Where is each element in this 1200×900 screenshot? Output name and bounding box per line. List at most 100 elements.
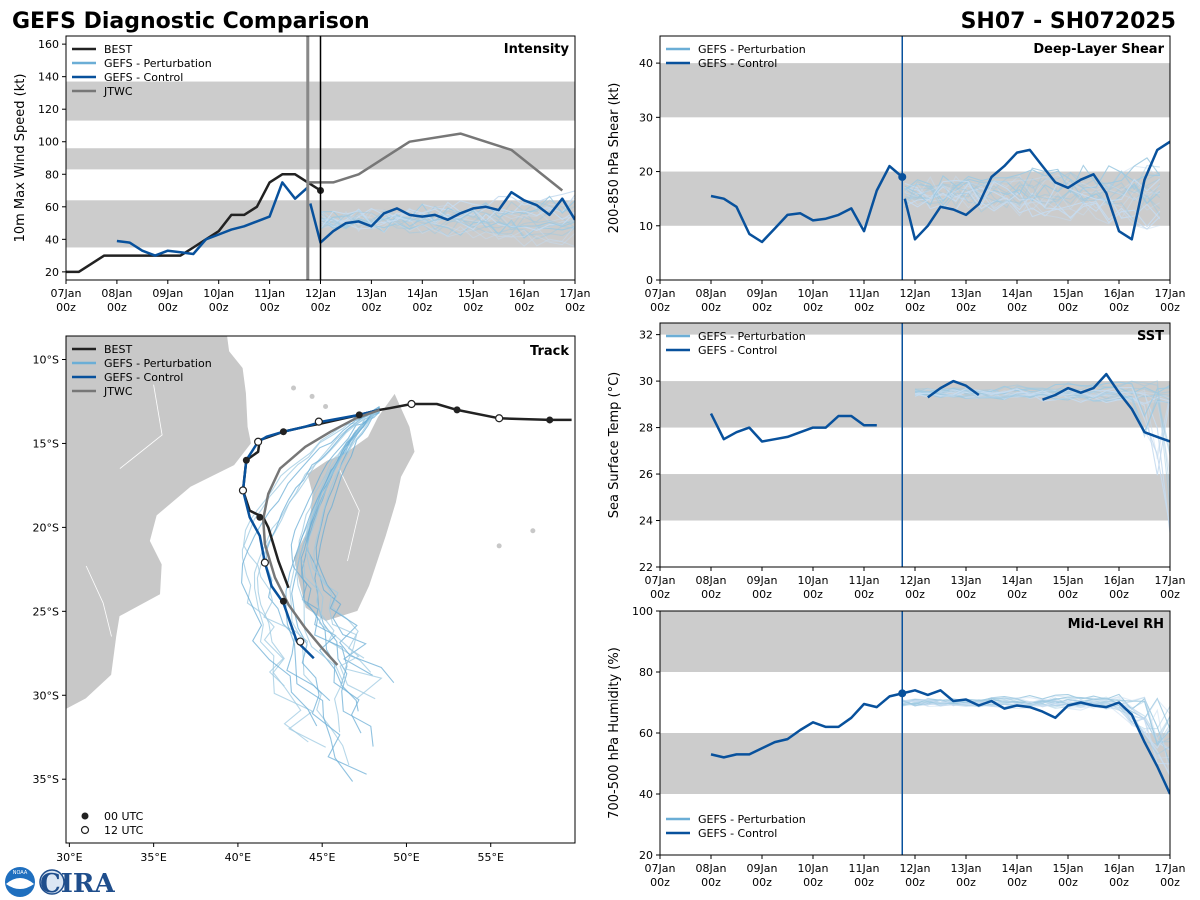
x-tick-label: 00z: [650, 301, 670, 314]
x-tick-label: 16Jan: [1104, 287, 1135, 300]
x-tick-label: 10Jan: [798, 862, 829, 875]
threshold-band: [660, 474, 1170, 521]
marker-12utc: [495, 414, 504, 423]
x-tick-label: 08Jan: [696, 862, 727, 875]
x-tick-label: 16Jan: [1104, 862, 1135, 875]
page-title: GEFS Diagnostic Comparison: [12, 9, 370, 34]
y-tick-label: 32: [639, 329, 653, 342]
legend-label-perturbation: GEFS - Perturbation: [698, 43, 806, 56]
threshold-band: [660, 733, 1170, 794]
x-tick-label: 00z: [701, 301, 721, 314]
ensemble-member-line: [904, 179, 1161, 207]
legend-label-00utc: 00 UTC: [104, 810, 144, 823]
plot-area: [660, 63, 1170, 244]
x-tick-label: 00z: [1160, 588, 1180, 601]
ensemble-member-line: [320, 210, 575, 242]
x-tick-label: 00z: [311, 301, 331, 314]
x-tick-label: 00z: [1109, 301, 1129, 314]
y-tick-label: 100: [38, 136, 59, 149]
x-tick-label: 11Jan: [254, 287, 285, 300]
plot-area: [660, 323, 1170, 533]
marker-12utc: [238, 486, 248, 495]
x-tick-label: 00z: [854, 588, 874, 601]
x-tick-label: 12Jan: [900, 862, 931, 875]
x-tick-label: 15Jan: [458, 287, 489, 300]
x-tick-label: 07Jan: [645, 862, 676, 875]
y-tick-label: 40: [45, 233, 59, 246]
x-tick-label: 12Jan: [305, 287, 336, 300]
lon-tick-label: 55°E: [478, 851, 504, 864]
panel-title: Deep-Layer Shear: [1033, 42, 1164, 57]
x-tick-label: 00z: [854, 876, 874, 889]
lat-tick-label: 20°S: [33, 521, 59, 534]
marker-00utc: [453, 406, 461, 414]
x-tick-label: 13Jan: [951, 287, 982, 300]
x-tick-label: 00z: [905, 876, 925, 889]
y-tick-label: 60: [45, 201, 59, 214]
marker-00utc: [279, 428, 287, 436]
x-tick-label: 00z: [1007, 588, 1027, 601]
legend-label-perturbation: GEFS - Perturbation: [698, 330, 806, 343]
ensemble-track-line: [314, 410, 380, 747]
legend-label-control: GEFS - Control: [104, 71, 183, 84]
x-tick-label: 14Jan: [1002, 574, 1033, 587]
y-axis-label: Sea Surface Temp (°C): [607, 372, 622, 519]
best-series-line: [66, 173, 322, 274]
x-tick-label: 12Jan: [900, 574, 931, 587]
y-tick-label: 160: [38, 38, 59, 51]
init-value-marker: [898, 172, 907, 181]
x-tick-label: 10Jan: [798, 287, 829, 300]
y-tick-label: 120: [38, 103, 59, 116]
x-tick-label: 00z: [1160, 876, 1180, 889]
y-tick-label: 30: [639, 111, 653, 124]
ensemble-member-line: [904, 180, 1161, 222]
y-tick-label: 40: [639, 788, 653, 801]
legend-label-control: GEFS - Control: [698, 344, 777, 357]
x-tick-label: 08Jan: [101, 287, 132, 300]
y-axis-label: 700-500 hPa Humidity (%): [607, 647, 622, 819]
x-tick-label: 00z: [1058, 301, 1078, 314]
shear-panel: 01020304007Jan00z08Jan00z09Jan00z10Jan00…: [607, 35, 1186, 314]
x-tick-label: 00z: [905, 301, 925, 314]
threshold-band: [660, 611, 1170, 672]
x-tick-label: 00z: [803, 588, 823, 601]
panel-title: Track: [530, 344, 569, 359]
control-series-line: [309, 190, 575, 244]
x-tick-label: 00z: [463, 301, 483, 314]
y-tick-label: 80: [45, 168, 59, 181]
lat-tick-label: 10°S: [33, 354, 59, 367]
x-tick-label: 00z: [956, 588, 976, 601]
x-tick-label: 00z: [514, 301, 534, 314]
plot-frame: [65, 335, 576, 844]
y-tick-label: 26: [639, 468, 653, 481]
x-tick-label: 00z: [803, 301, 823, 314]
y-tick-label: 60: [639, 727, 653, 740]
x-tick-label: 15Jan: [1053, 862, 1084, 875]
marker-12utc: [314, 417, 323, 426]
land-island: [530, 528, 536, 534]
control-series-line: [116, 181, 309, 257]
marker-12utc: [296, 637, 305, 646]
marker-00utc: [279, 597, 287, 605]
x-tick-label: 00z: [650, 876, 670, 889]
ensemble-track-line: [243, 411, 380, 657]
x-tick-label: 00z: [1058, 876, 1078, 889]
x-tick-label: 10Jan: [203, 287, 234, 300]
x-tick-label: 17Jan: [1155, 287, 1186, 300]
marker-00utc: [256, 513, 264, 521]
x-tick-label: 00z: [1058, 588, 1078, 601]
y-tick-label: 20: [45, 266, 59, 279]
x-tick-label: 00z: [1007, 301, 1027, 314]
ensemble-member-line: [914, 389, 1170, 439]
x-tick-label: 00z: [701, 588, 721, 601]
x-tick-label: 13Jan: [951, 862, 982, 875]
legend-label-control: GEFS - Control: [698, 827, 777, 840]
lon-tick-label: 45°E: [309, 851, 335, 864]
y-axis-label: 200-850 hPa Shear (kt): [607, 83, 622, 234]
y-tick-label: 0: [646, 274, 653, 287]
x-tick-label: 09Jan: [747, 287, 778, 300]
legend-label-control: GEFS - Control: [698, 57, 777, 70]
ensemble-track-line: [305, 408, 380, 700]
init-value-marker: [898, 689, 907, 698]
marker-00utc: [546, 416, 554, 424]
